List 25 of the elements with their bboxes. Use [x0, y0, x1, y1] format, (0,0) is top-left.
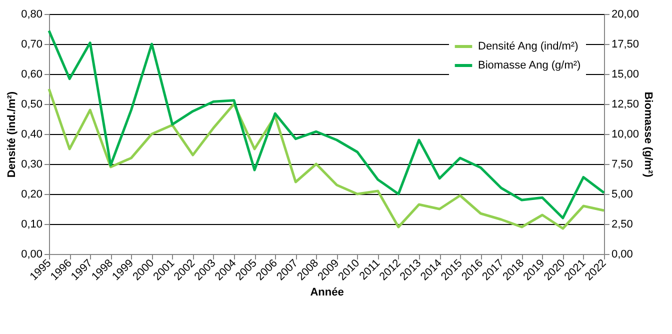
- y-tick-label: 0,80: [21, 8, 42, 20]
- y2-tick-label: 15,00: [612, 68, 640, 80]
- y-tick-label: 0,20: [21, 188, 42, 200]
- line-series: [48, 30, 606, 220]
- y2-tick-label: 10,00: [612, 128, 640, 140]
- legend-label: Biomasse Ang (g/m²): [478, 60, 581, 72]
- y2-tick-label: 12,50: [612, 98, 640, 110]
- y-tick-label: 0,30: [21, 158, 42, 170]
- y2-tick-label: 0,00: [612, 248, 633, 260]
- y-tick-label: 0,10: [21, 218, 42, 230]
- y2-tick-label: 17,50: [612, 38, 640, 50]
- line-series: [48, 88, 606, 230]
- x-axis-title: Année: [310, 286, 344, 298]
- y-tick-label: 0,70: [21, 38, 42, 50]
- y2-tick-label: 5,00: [612, 188, 633, 200]
- y-tick-label: 0,60: [21, 68, 42, 80]
- y-tick-label: 0,50: [21, 98, 42, 110]
- y2-tick-label: 7,50: [612, 158, 633, 170]
- y2-tick-label: 20,00: [612, 8, 640, 20]
- y-axis-title: Densité (ind./m²): [6, 91, 18, 178]
- y-tick-label: 0,00: [21, 248, 42, 260]
- y-tick-label: 0,40: [21, 128, 42, 140]
- y2-tick-label: 2,50: [612, 218, 633, 230]
- legend-label: Densité Ang (ind/m²): [478, 40, 578, 52]
- y2-axis-title: Biomasse (g/m²): [642, 92, 654, 178]
